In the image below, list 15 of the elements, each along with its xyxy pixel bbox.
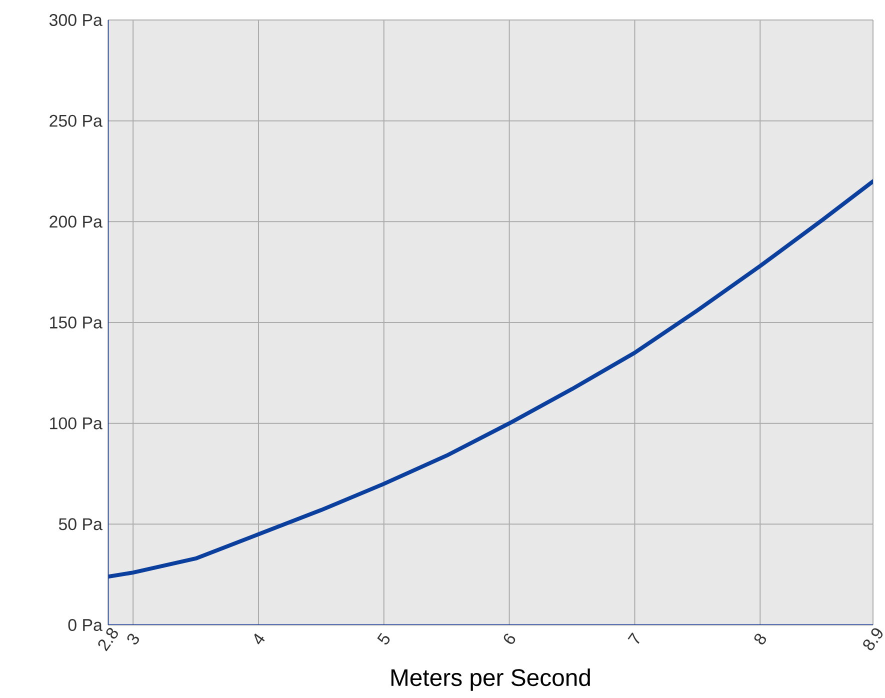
- x-tick-label: 4: [254, 634, 265, 644]
- x-tick-label: 5: [377, 632, 390, 644]
- y-tick-label: 150 Pa: [50, 316, 102, 328]
- x-tick-label: 8: [754, 634, 766, 644]
- y-tick-label: 250 Pa: [50, 114, 102, 127]
- y-tick-label: 300 Pa: [49, 14, 102, 26]
- x-tick-label: 7: [628, 632, 640, 644]
- y-tick-label: 100 Pa: [50, 417, 102, 430]
- x-tick-label: 8.9: [863, 628, 883, 650]
- y-tick-label: 200 Pa: [50, 216, 102, 228]
- y-tick-label: 50 Pa: [58, 518, 102, 530]
- x-tick-label: 3: [127, 634, 139, 644]
- x-axis-title: Meters per Second: [391, 668, 590, 691]
- x-tick-label: 6: [504, 634, 516, 644]
- line-series: [108, 179, 874, 579]
